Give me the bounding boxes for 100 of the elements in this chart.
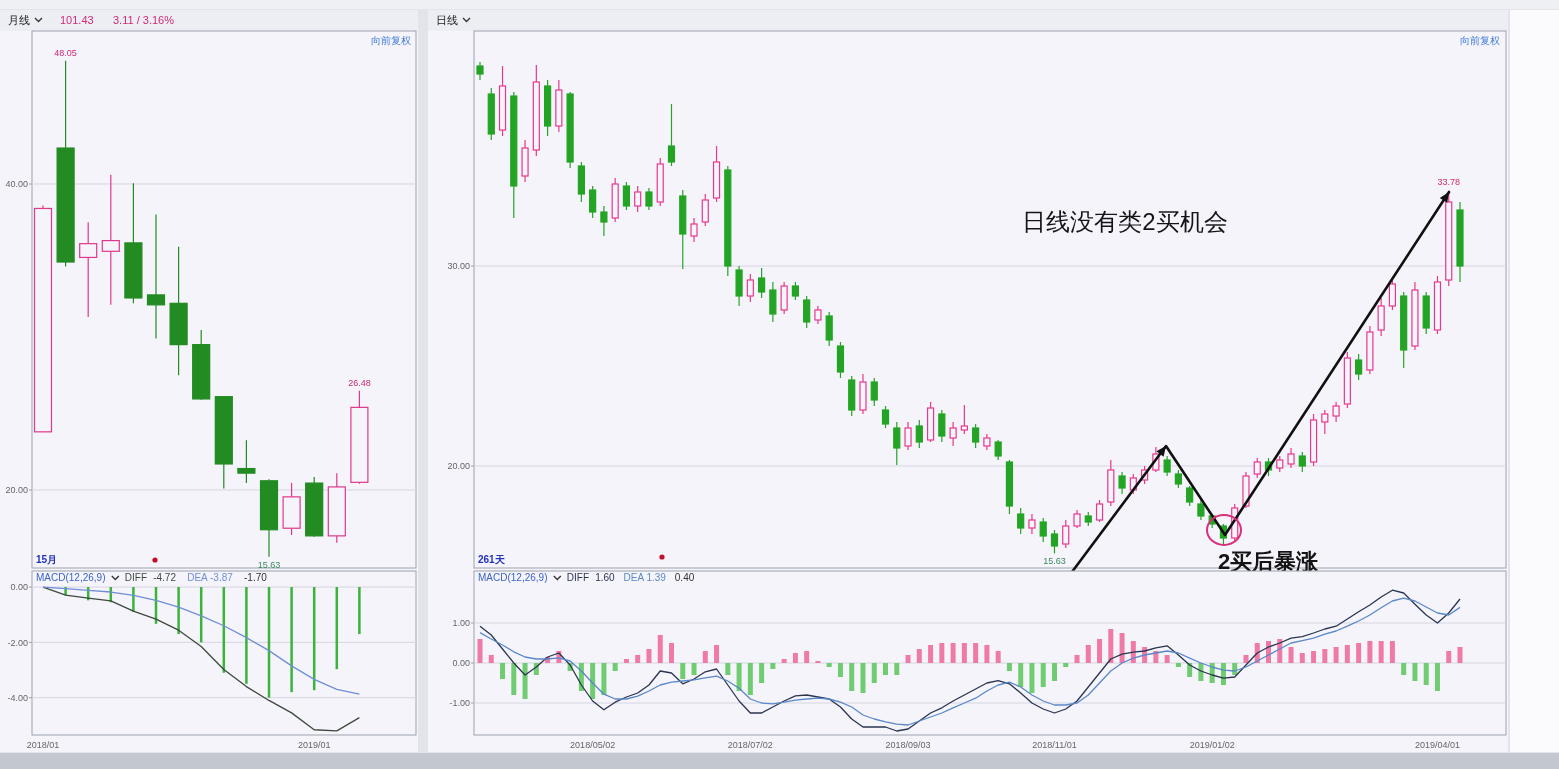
y-tick-label: 20.00 [5,485,28,496]
bar [1412,663,1418,681]
bar [905,655,911,663]
bar [950,643,956,663]
bar [837,663,843,677]
chart-title: MACD(12,26,9) [478,572,548,583]
candlestick [1366,325,1374,375]
x-tick-label: 2019/01/02 [1189,740,1235,750]
bar [1085,645,1091,663]
candlestick [1163,455,1171,477]
bar [792,653,798,663]
annotation: 261天 [478,554,506,565]
text: DEA [623,572,645,583]
candlestick [1118,471,1126,495]
bar [1006,663,1012,671]
candlestick [1028,513,1036,535]
bar [1108,629,1114,663]
candlestick [169,246,188,376]
bar [871,663,877,683]
candlestick [146,213,166,340]
candlestick [1287,447,1295,469]
candlestick [600,205,608,237]
bar [668,643,674,663]
candlestick [645,187,653,211]
bar [916,649,922,663]
y-tick-label: -1.00 [449,698,470,709]
candlestick [1073,509,1081,529]
bar [1074,655,1080,663]
bar [1063,663,1069,667]
bar [1051,663,1057,681]
candlestick [79,221,98,318]
bar [1401,663,1407,675]
chart-title: 月线 [8,14,30,26]
candlestick [1411,281,1419,351]
annotation: 2买后暴涨 [1217,549,1320,574]
bar [883,663,889,675]
annotation: 1.60 [595,572,616,583]
bar [826,663,832,667]
x-tick-label: 2018/09/03 [885,740,931,750]
bar [1322,649,1328,663]
y-tick-label: -4.00 [7,692,28,703]
x-tick-label: 2018/05/02 [570,740,616,750]
line-series [42,586,361,732]
bar [747,663,753,695]
y-tick-label: 1.00 [452,618,470,629]
bar [635,655,641,663]
annotation: 15月 [36,554,58,565]
candlestick [769,281,777,323]
y-tick-label: 0.00 [10,582,28,593]
bar [522,663,528,699]
bar [770,663,776,669]
candlestick [555,79,563,133]
bar [1288,647,1294,663]
bar [973,643,979,663]
bar [500,663,506,679]
annotation: 向前复权 [1460,35,1500,46]
candlestick [814,305,822,325]
bar [1119,633,1125,663]
bar [759,663,765,683]
bar [1446,651,1452,663]
bar [1243,655,1249,663]
bar [1378,641,1384,663]
bar [680,663,686,679]
chart-title: MACD(12,26,9) [36,572,106,583]
annotation: 日线没有类2买机会 [1022,208,1228,235]
bar [1356,643,1362,663]
bar [1344,645,1350,663]
text: DIFF [566,572,590,583]
bar [1175,663,1181,667]
candlestick [259,478,279,558]
bar [646,649,652,663]
bar [928,645,934,663]
bar [1434,663,1440,691]
annotation: 1.39 [646,572,667,583]
bar [1040,663,1046,687]
bar [736,663,742,691]
bar [804,651,810,663]
bar [477,639,483,663]
annotation: 48.05 [54,47,77,58]
bar [860,663,866,693]
bar [995,651,1001,663]
annotation: -4.72 [153,572,177,583]
bar [702,651,708,663]
bar [939,643,945,663]
bar [1333,647,1339,663]
bar [725,663,731,675]
bar [1018,663,1024,687]
candlestick [780,281,788,315]
bar [1423,663,1429,685]
bar [1198,663,1204,681]
bar [488,655,494,663]
bar [657,635,663,663]
x-tick-label: 2018/07/02 [727,740,773,750]
x-tick-label: 2019/04/01 [1414,740,1460,750]
chart-title: 日线 [436,14,458,26]
annotation: 15.63 [257,559,281,570]
annotation: 26.48 [348,377,371,388]
bar [1389,641,1395,663]
bar [601,663,607,695]
y-tick-label: 30.00 [447,261,470,272]
